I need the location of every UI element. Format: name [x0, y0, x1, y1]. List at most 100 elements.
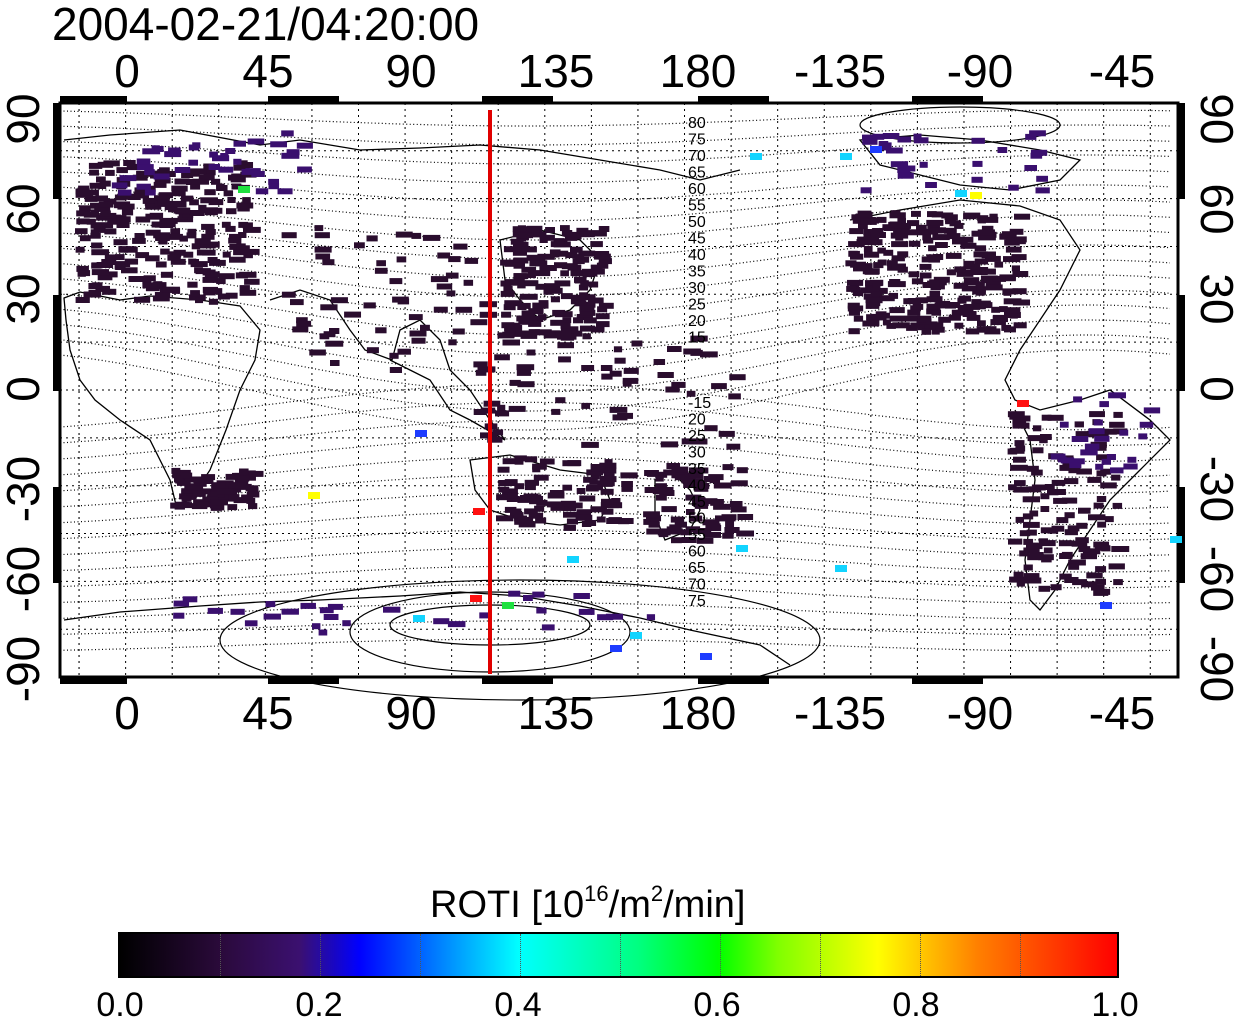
roti-cell [513, 247, 526, 253]
roti-cell [704, 425, 718, 432]
roti-cell [931, 211, 944, 218]
roti-cell [1023, 538, 1034, 545]
roti-cell [366, 235, 378, 242]
roti-cell [1059, 464, 1071, 471]
contour-label: 80 [688, 115, 706, 132]
roti-cell [971, 176, 983, 183]
roti-cell [984, 328, 1001, 335]
roti-cell [422, 234, 441, 241]
roti-cell [246, 497, 256, 504]
roti-cell [1035, 187, 1050, 194]
roti-cell [198, 204, 207, 211]
roti-cell [165, 233, 183, 240]
roti-cell [524, 456, 538, 463]
roti-cell [492, 429, 504, 436]
roti-cell [869, 239, 883, 246]
roti-cell [136, 158, 151, 165]
roti-cell [1139, 421, 1154, 428]
roti-cell [586, 469, 604, 476]
contour-label: 50 [688, 511, 706, 528]
roti-cell [513, 241, 529, 248]
roti-cell [561, 263, 578, 270]
roti-cell [225, 225, 236, 232]
roti-cell [886, 147, 903, 154]
roti-cell [907, 309, 921, 316]
roti-cell [1113, 579, 1123, 586]
roti-cell [725, 521, 735, 527]
roti-cell [943, 227, 957, 234]
roti-cell [853, 290, 864, 297]
roti-cell [217, 293, 230, 300]
roti-cell [290, 299, 304, 306]
roti-cell [589, 478, 598, 485]
roti-cell [992, 316, 1008, 323]
roti-cell [170, 258, 186, 265]
roti-cell [1089, 411, 1105, 418]
roti-cell [518, 318, 534, 325]
roti-cell [671, 381, 686, 388]
roti-cell [230, 176, 246, 183]
roti-cell [1011, 265, 1020, 272]
roti-cell [882, 319, 891, 326]
roti-cell [621, 485, 633, 492]
roti-cell [864, 268, 880, 275]
roti-cell [411, 232, 422, 239]
roti-cell [670, 516, 685, 523]
roti-cell [189, 199, 199, 206]
roti-cell [730, 480, 748, 487]
roti-cell [104, 254, 116, 261]
roti-cell [1008, 484, 1017, 491]
roti-cell [1109, 421, 1125, 428]
colorbar-title-prefix: ROTI [10 [430, 884, 585, 926]
top-lon-tick-6: -90 [946, 45, 1014, 97]
roti-cell [296, 320, 312, 327]
polar-contour [859, 106, 1061, 144]
colorbar-gridline [320, 934, 322, 976]
roti-cell [528, 512, 544, 519]
roti-cell [396, 256, 407, 263]
contour-label: 35 [688, 461, 706, 478]
roti-cell [518, 521, 536, 528]
roti-cell [195, 268, 211, 275]
roti-cell [936, 283, 945, 290]
roti-cell [204, 241, 220, 248]
roti-cell [1016, 580, 1025, 587]
top-lon-tick-4: 180 [659, 45, 737, 97]
roti-cell [893, 227, 910, 234]
roti-cell [433, 618, 450, 625]
roti-cell [889, 315, 905, 322]
roti-cell [566, 518, 578, 525]
roti-cell [847, 279, 864, 286]
roti-cell [513, 278, 525, 285]
roti-cell [227, 197, 236, 203]
roti-cell [342, 620, 351, 627]
roti-cell-highlight [750, 153, 762, 160]
roti-cell [218, 166, 234, 173]
roti-cell [558, 356, 571, 363]
roti-cell [134, 296, 151, 303]
roti-cell [526, 349, 536, 356]
roti-cell [496, 515, 514, 522]
roti-cell [1009, 576, 1025, 583]
roti-cell [977, 229, 995, 236]
roti-cell [663, 469, 676, 476]
roti-cell [510, 238, 524, 245]
roti-cell [323, 614, 339, 620]
roti-cell [601, 373, 613, 380]
colorbar-gridline [620, 934, 622, 976]
roti-cell [595, 313, 610, 320]
roti-cell [315, 246, 324, 253]
roti-cell [928, 256, 941, 263]
roti-cell [1008, 184, 1019, 191]
roti-cell [263, 613, 281, 620]
roti-cell [922, 234, 932, 241]
roti-cell [281, 152, 300, 159]
roti-cell [600, 488, 614, 495]
roti-cell [1071, 436, 1089, 442]
roti-cell [503, 304, 516, 311]
roti-cell [155, 235, 170, 241]
roti-cell [609, 406, 628, 413]
roti-cell [111, 182, 128, 189]
roti-cell [871, 290, 883, 297]
roti-cell [107, 218, 121, 225]
